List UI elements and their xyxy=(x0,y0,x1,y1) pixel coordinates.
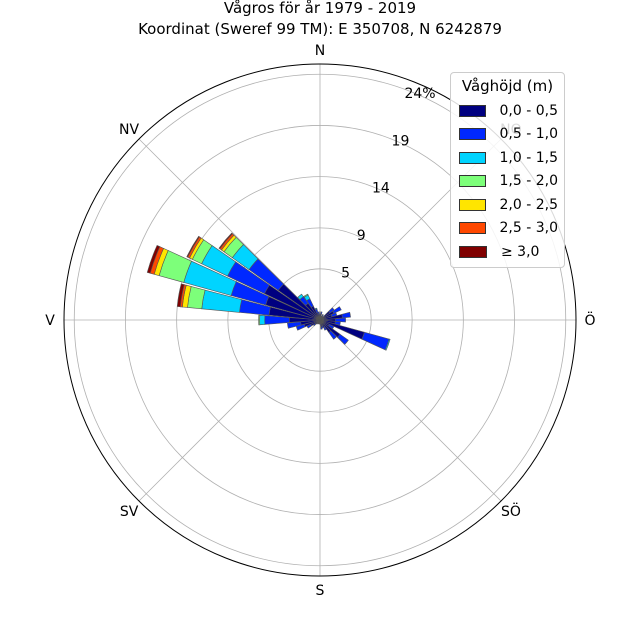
chart-subtitle: Koordinat (Sweref 99 TM): E 350708, N 62… xyxy=(138,20,502,38)
legend-swatch xyxy=(459,175,486,188)
chart-title: Vågros för år 1979 - 2019 xyxy=(224,0,416,17)
radial-tick-2: 14 xyxy=(372,181,390,197)
legend-title: Våghöjd (m) xyxy=(461,77,554,95)
bar-segment-350-1 xyxy=(317,311,320,316)
bar-segment-110-2 xyxy=(384,338,391,351)
legend-entry-1: 0,5 - 1,0 xyxy=(457,123,558,147)
legend-swatch xyxy=(459,104,486,117)
direction-label-0: N xyxy=(315,43,325,59)
legend-swatch xyxy=(459,151,486,164)
legend-swatch xyxy=(459,128,486,141)
bar-segment-320-2 xyxy=(297,293,304,301)
direction-label-4: S xyxy=(316,583,325,599)
direction-label-3: SÖ xyxy=(501,502,521,520)
bar-segment-10-1 xyxy=(320,311,323,315)
legend-entry-3: 1,5 - 2,0 xyxy=(457,170,558,194)
grid-spoke xyxy=(319,319,502,502)
grid-spoke xyxy=(138,319,321,502)
legend-entry-6: ≥ 3,0 xyxy=(457,240,558,264)
bar-segment-170-1 xyxy=(320,326,323,330)
direction-label-6: V xyxy=(45,313,55,329)
bar-segment-130-1 xyxy=(337,333,349,345)
legend-entry-2: 1,0 - 1,5 xyxy=(457,146,558,170)
legend-label: 2,0 - 2,5 xyxy=(499,196,558,213)
legend-label: ≥ 3,0 xyxy=(501,243,540,260)
radial-tick-3: 19 xyxy=(392,133,410,149)
bar-segment-270-2 xyxy=(259,314,266,326)
bar-segment-290-6 xyxy=(146,245,161,274)
legend-entry-4: 2,0 - 2,5 xyxy=(457,193,558,217)
legend-swatch xyxy=(459,245,487,258)
legend-label: 1,0 - 1,5 xyxy=(499,149,558,166)
legend-entries: 0,0 - 0,5 0,5 - 1,0 1,0 - 1,5 1,5 - 2,0 2,0 … xyxy=(457,99,558,264)
legend-entry-0: 0,0 - 0,5 xyxy=(457,99,558,123)
bar-segment-110-1 xyxy=(361,331,390,351)
polar-grid xyxy=(64,64,576,576)
radial-tick-labels: 5 9 14 19 24% xyxy=(341,86,435,282)
bar-segment-140-1 xyxy=(328,330,337,340)
bar-segment-260-1 xyxy=(287,321,302,329)
bar-segment-330-3 xyxy=(303,293,309,298)
legend: Våghöjd (m) 0,0 - 0,5 0,5 - 1,0 1,0 - 1,5 1… xyxy=(450,72,565,268)
direction-label-7: NV xyxy=(119,122,139,138)
direction-label-5: SV xyxy=(120,504,139,520)
radial-tick-4: 24% xyxy=(404,86,435,102)
bar-segment-80-1 xyxy=(341,311,351,319)
bar-segment-250-1 xyxy=(295,323,306,331)
radial-tick-1: 9 xyxy=(357,228,366,244)
sector-bars xyxy=(146,232,391,351)
legend-swatch xyxy=(459,198,486,211)
polar-frame xyxy=(63,63,577,577)
bar-segment-340-2 xyxy=(314,307,318,311)
bar-segment-60-1 xyxy=(332,306,342,314)
bar-segment-30-1 xyxy=(321,314,324,318)
bar-segment-310-6 xyxy=(218,232,233,250)
legend-label: 1,5 - 2,0 xyxy=(499,173,558,190)
bar-segment-150-1 xyxy=(323,326,327,331)
legend-swatch xyxy=(459,222,486,235)
radial-tick-0: 5 xyxy=(341,266,350,282)
legend-label: 0,5 - 1,0 xyxy=(499,126,558,143)
direction-label-2: Ö xyxy=(584,311,595,329)
bar-segment-270-3 xyxy=(258,314,261,326)
bar-segment-300-6 xyxy=(186,235,200,258)
bar-segment-280-6 xyxy=(176,283,185,308)
legend-label: 2,5 - 3,0 xyxy=(499,220,558,237)
bar-segment-90-1 xyxy=(334,317,346,323)
legend-label: 0,0 - 0,5 xyxy=(499,102,558,119)
legend-entry-5: 2,5 - 3,0 xyxy=(457,217,558,241)
